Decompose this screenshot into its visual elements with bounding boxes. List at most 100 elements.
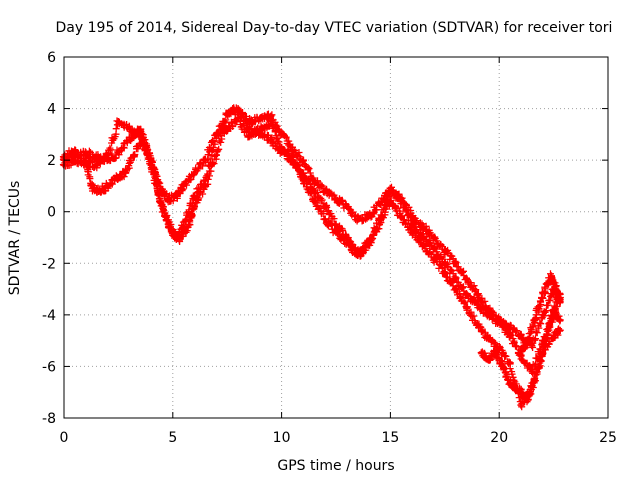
data-point (354, 215, 362, 223)
data-layer (59, 104, 564, 411)
data-point (530, 375, 538, 383)
data-point (419, 241, 427, 249)
data-point (256, 115, 264, 123)
data-point (278, 130, 286, 138)
data-point (147, 161, 155, 169)
data-point (556, 316, 564, 324)
data-point (441, 246, 449, 254)
data-point (299, 177, 307, 185)
x-axis-label: GPS time / hours (277, 458, 394, 474)
x-tick-label: 0 (60, 430, 69, 446)
data-point (452, 285, 460, 293)
data-point (484, 334, 492, 342)
data-point (547, 272, 555, 280)
data-point (138, 136, 146, 144)
data-point (556, 326, 564, 334)
data-point (125, 125, 133, 133)
data-point (478, 350, 486, 358)
data-point (539, 311, 547, 319)
data-point (191, 192, 199, 200)
data-point (543, 331, 551, 339)
data-point (523, 337, 531, 345)
data-point (104, 182, 112, 190)
data-point (201, 177, 209, 185)
data-point (491, 347, 499, 355)
data-point (497, 360, 505, 368)
data-point (332, 228, 340, 236)
data-point (201, 156, 209, 164)
data-point (517, 388, 525, 396)
chart-title: Day 195 of 2014, Sidereal Day-to-day VTE… (56, 20, 613, 36)
data-point (267, 120, 275, 128)
plot-frame (63, 56, 609, 419)
data-point (245, 133, 253, 141)
data-point (343, 239, 351, 247)
data-point (495, 319, 503, 327)
y-axis-label: SDTVAR / TECUs (7, 181, 23, 296)
data-point (463, 275, 471, 283)
data-point (419, 223, 427, 231)
data-point (136, 130, 144, 138)
data-point (125, 136, 133, 144)
data-point (430, 254, 438, 262)
x-tick-label: 5 (168, 430, 177, 446)
data-point (528, 342, 536, 350)
data-point (397, 213, 405, 221)
data-point (278, 143, 286, 151)
data-point (408, 228, 416, 236)
tick-layer: 0 5 10 15 20 25 -8 -6 -4 -2 0 2 4 6 (42, 50, 617, 446)
data-point (173, 192, 181, 200)
data-point (504, 375, 512, 383)
data-point (550, 331, 558, 339)
data-point (517, 331, 525, 339)
data-point (552, 285, 560, 293)
y-tick-label: 4 (47, 102, 56, 118)
series-track-c (59, 113, 564, 411)
data-point (484, 355, 492, 363)
data-point (332, 221, 340, 229)
data-point (386, 187, 394, 195)
data-point (71, 156, 79, 164)
y-tick-label: -4 (42, 308, 56, 324)
x-tick-label: 20 (490, 430, 508, 446)
data-point (537, 357, 545, 365)
data-point (121, 169, 129, 177)
y-tick-label: 0 (47, 205, 56, 221)
data-point (182, 215, 190, 223)
data-point (256, 125, 264, 133)
data-point (321, 215, 329, 223)
data-point (288, 151, 296, 159)
data-point (191, 169, 199, 177)
data-point (223, 110, 231, 118)
data-point (441, 259, 449, 267)
data-point (234, 115, 242, 123)
x-tick-label: 15 (381, 430, 399, 446)
y-tick-label: -6 (42, 359, 56, 375)
data-point (523, 396, 531, 404)
data-point (365, 241, 373, 249)
data-point (332, 195, 340, 203)
data-point (343, 203, 351, 211)
data-point (173, 234, 181, 241)
y-tick-label: 6 (47, 50, 56, 66)
data-point (463, 290, 471, 298)
data-point (484, 311, 492, 319)
data-point (506, 331, 514, 339)
data-point (517, 401, 525, 409)
data-point (441, 270, 449, 278)
data-point (473, 321, 481, 329)
y-tick-label: -8 (42, 411, 56, 427)
data-point (543, 280, 551, 288)
data-point (180, 182, 188, 190)
data-point (430, 244, 438, 252)
data-point (104, 151, 112, 159)
data-point (473, 290, 481, 298)
data-point (88, 185, 96, 193)
y-tick-label: 2 (47, 153, 56, 169)
data-point (517, 347, 525, 355)
data-point (212, 130, 220, 138)
data-point (495, 344, 503, 352)
grid-layer (64, 57, 608, 418)
